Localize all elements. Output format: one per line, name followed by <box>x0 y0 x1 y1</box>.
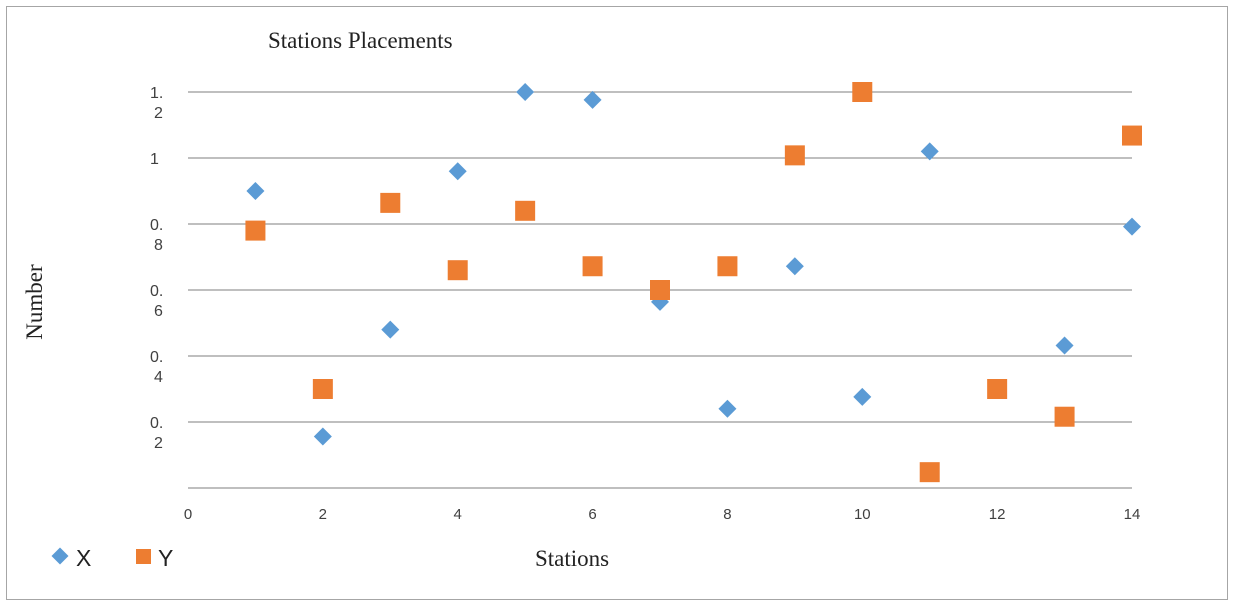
x-tick-label: 4 <box>454 506 462 523</box>
x-tick-label: 8 <box>723 506 731 523</box>
point-y <box>582 256 603 277</box>
point-x <box>516 83 535 101</box>
y-tick-label-line1: 0. <box>150 217 163 234</box>
point-x <box>583 90 602 109</box>
x-tick-label: 6 <box>588 506 596 523</box>
y-tick-label-line2: 2 <box>154 105 163 122</box>
y-axis-label: Number <box>22 264 47 340</box>
chart-frame <box>6 6 1228 600</box>
point-y <box>245 220 266 241</box>
point-y <box>852 82 873 102</box>
y-tick-label-line2: 2 <box>154 435 163 452</box>
x-tick-labels: 0 2 4 6 8 10 12 14 <box>184 506 1141 523</box>
point-x <box>1055 336 1074 355</box>
point-x <box>785 257 804 276</box>
point-y <box>784 145 805 166</box>
point-x <box>920 142 939 161</box>
x-axis-label: Stations <box>535 546 609 571</box>
point-x <box>246 182 265 200</box>
legend: X Y <box>51 545 173 571</box>
y-tick-label-line1: 0. <box>150 415 163 432</box>
point-y <box>1122 125 1142 146</box>
point-y <box>650 280 670 300</box>
x-tick-label: 12 <box>989 506 1006 523</box>
point-y <box>515 200 536 221</box>
grid-lines <box>188 91 1132 489</box>
y-tick-label-line1: 1 <box>150 151 159 168</box>
legend-marker-x <box>51 547 69 565</box>
y-tick-label: 0.2 <box>150 415 163 452</box>
y-tick-label: 0.6 <box>150 283 163 320</box>
x-tick-label: 2 <box>319 506 327 523</box>
y-tick-label-line2: 8 <box>154 237 163 254</box>
point-x <box>718 399 737 418</box>
point-y <box>312 379 333 399</box>
y-tick-label: 1.2 <box>150 85 163 122</box>
point-x <box>381 320 400 339</box>
y-tick-label-line1: 0. <box>150 349 163 366</box>
x-tick-label: 0 <box>184 506 192 523</box>
point-y <box>919 462 940 483</box>
y-tick-label-line2: 6 <box>154 303 163 320</box>
y-tick-labels: 1.210.80.60.40.2 <box>150 85 163 452</box>
legend-label-x: X <box>76 545 91 571</box>
point-x <box>1123 217 1141 236</box>
y-tick-label-line1: 1. <box>150 85 163 102</box>
y-tick-label: 1 <box>150 151 159 168</box>
x-tick-label: 14 <box>1124 506 1141 523</box>
point-x <box>448 162 467 181</box>
point-x <box>313 427 332 446</box>
legend-marker-y <box>136 549 151 564</box>
point-y <box>447 260 468 281</box>
y-tick-label: 0.8 <box>150 217 163 254</box>
y-tick-label-line1: 0. <box>150 283 163 300</box>
legend-label-y: Y <box>158 545 173 571</box>
x-tick-label: 10 <box>854 506 871 523</box>
point-x <box>853 387 872 406</box>
point-y <box>380 192 401 213</box>
y-tick-label-line2: 4 <box>154 369 163 386</box>
data-points <box>245 82 1142 483</box>
chart-title: Stations Placements <box>268 28 453 53</box>
point-y <box>1054 406 1075 427</box>
point-y <box>987 379 1008 399</box>
y-tick-label: 0.4 <box>150 349 163 386</box>
point-y <box>717 256 738 277</box>
